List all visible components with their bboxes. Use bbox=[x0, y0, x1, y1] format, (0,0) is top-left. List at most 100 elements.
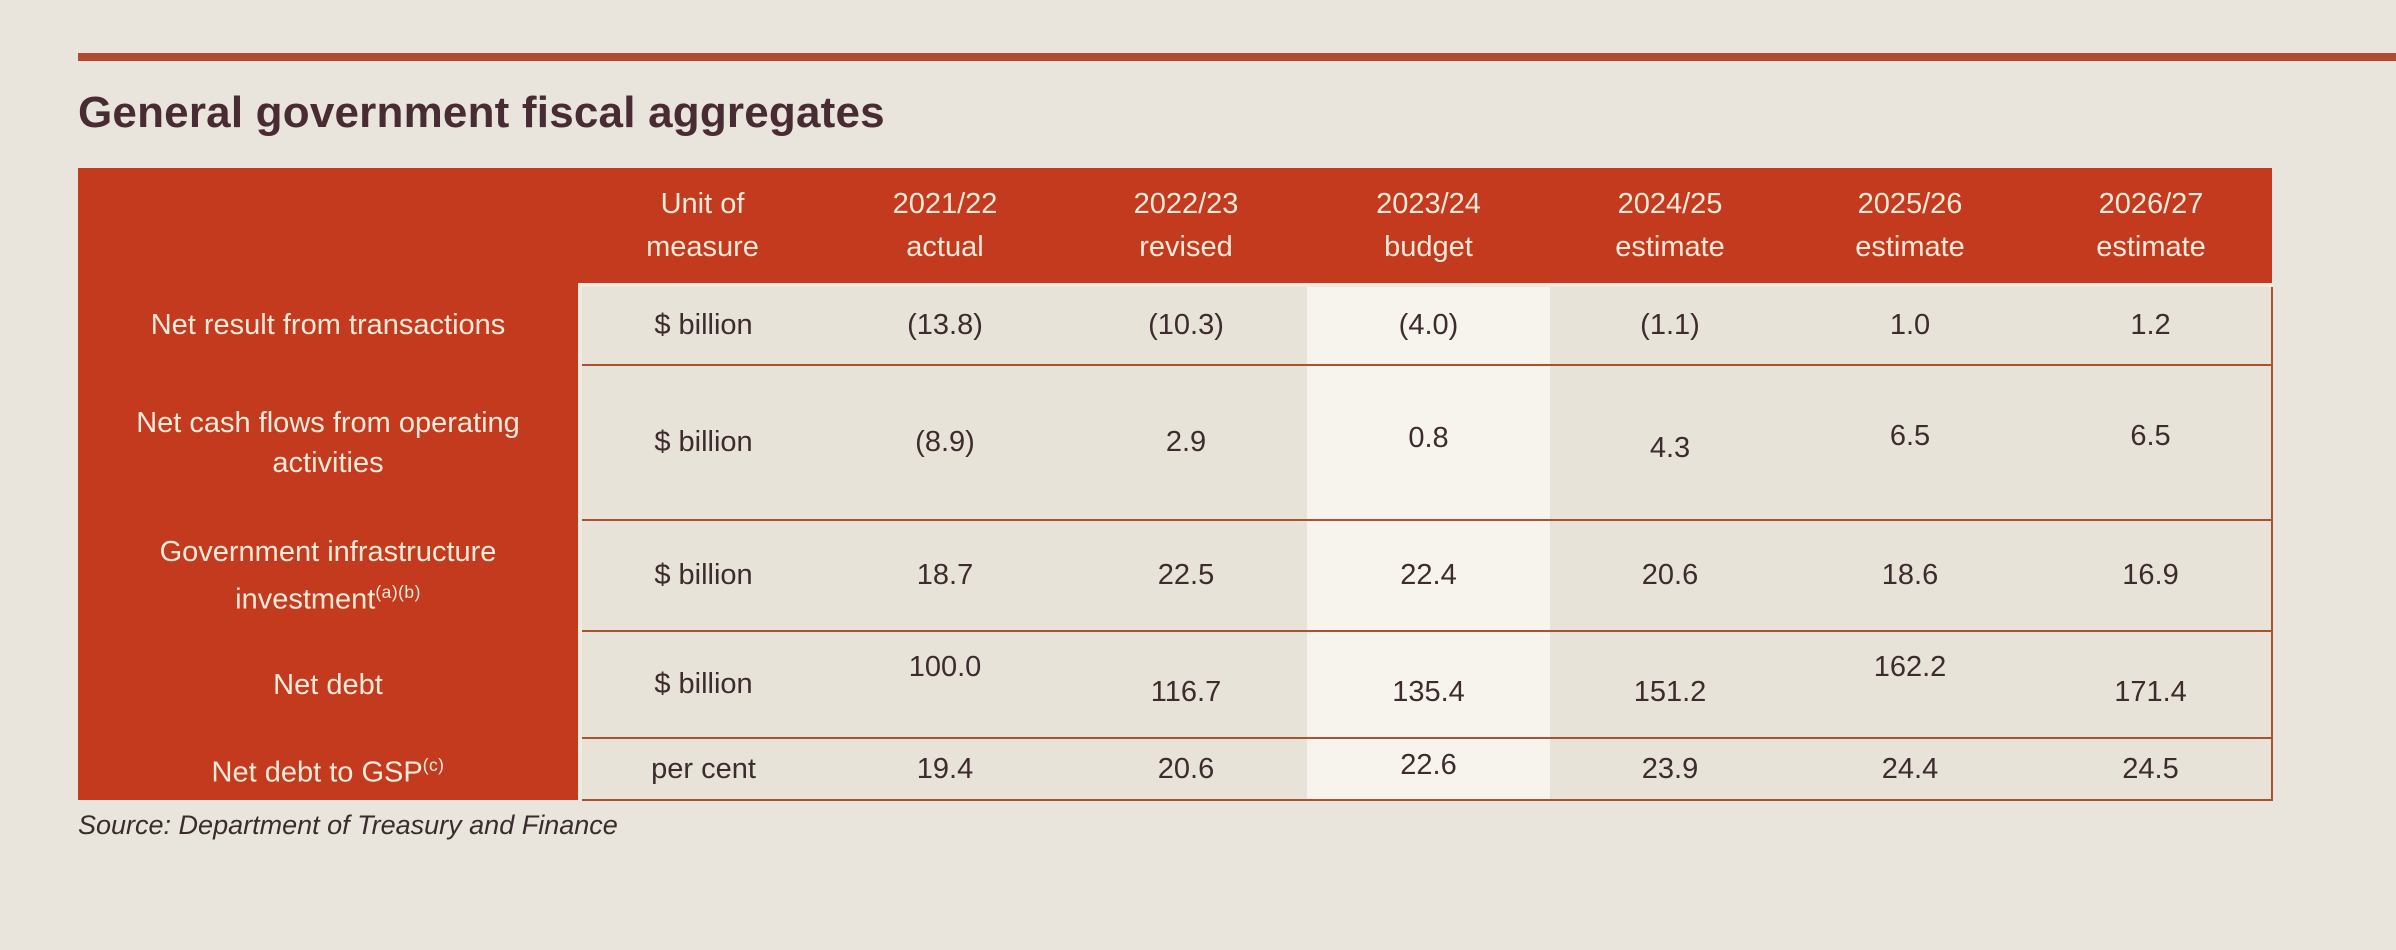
value-cell: 100.0 bbox=[825, 631, 1065, 739]
value-text: 151.2 bbox=[1633, 676, 1707, 708]
value-text: 18.7 bbox=[916, 559, 974, 591]
value-text: 4.3 bbox=[1649, 432, 1691, 464]
value-text: 171.4 bbox=[2114, 676, 2187, 708]
value-cell: 23.9 bbox=[1550, 738, 1790, 801]
table-head-row: Unit of measure 2021/22 actual 2022/23 revise… bbox=[78, 168, 2272, 287]
unit-cell: per cent bbox=[580, 738, 825, 801]
value-text: 1.0 bbox=[1889, 309, 1931, 341]
unit-cell: $ billion bbox=[580, 520, 825, 632]
value-text: 22.6 bbox=[1400, 748, 1457, 781]
value-cell: 20.6 bbox=[1550, 520, 1790, 632]
column-header: 2022/23 revised bbox=[1065, 168, 1307, 287]
value-text: 18.6 bbox=[1881, 559, 1939, 591]
value-cell: 2.9 bbox=[1065, 365, 1307, 521]
value-cell: 135.4 bbox=[1307, 631, 1550, 739]
table-row: Net result from transactions $ billion (13… bbox=[78, 285, 2273, 366]
row-label-text: Net debt to GSP bbox=[211, 756, 423, 789]
footnote-marker: (a)(b) bbox=[375, 581, 421, 602]
value-text: 135.4 bbox=[1392, 676, 1465, 708]
value-cell: 22.4 bbox=[1307, 520, 1550, 632]
table-row: Net debt $ billion 100.0 116.7 135.4 151.2 162… bbox=[78, 631, 2273, 739]
source-note: Source: Department of Treasury and Finan… bbox=[78, 810, 618, 840]
column-header-line1: 2024/25 bbox=[1617, 187, 1723, 220]
value-cell: 22.5 bbox=[1065, 520, 1307, 632]
value-cell: 22.6 bbox=[1307, 738, 1550, 801]
row-label: Net debt bbox=[78, 631, 582, 738]
column-header-line2: revised bbox=[1139, 230, 1233, 263]
table-body: Net result from transactions $ billion (13… bbox=[78, 285, 2273, 801]
table-row: Net debt to GSP(c) per cent 19.4 20.6 22.6 23… bbox=[78, 738, 2273, 801]
column-header-line1: 2025/26 bbox=[1857, 187, 1963, 220]
value-cell: (8.9) bbox=[825, 365, 1065, 521]
row-label-text: Government infrastructure investment bbox=[159, 535, 497, 616]
column-header: 2021/22 actual bbox=[825, 168, 1065, 287]
value-cell: 6.5 bbox=[2030, 365, 2273, 521]
value-text: 22.5 bbox=[1157, 559, 1215, 591]
value-text: 23.9 bbox=[1641, 752, 1699, 785]
value-cell: 20.6 bbox=[1065, 738, 1307, 801]
value-text: 22.4 bbox=[1400, 559, 1457, 591]
value-text: 116.7 bbox=[1150, 676, 1222, 708]
value-cell: 0.8 bbox=[1307, 365, 1550, 521]
value-cell: 1.2 bbox=[2030, 285, 2273, 366]
value-text: 0.8 bbox=[1408, 422, 1449, 454]
row-label: Net result from transactions bbox=[78, 285, 582, 365]
value-text: 1.2 bbox=[2130, 309, 2171, 341]
value-cell: 18.7 bbox=[825, 520, 1065, 632]
fiscal-aggregates-table: Unit of measure 2021/22 actual 2022/23 revise… bbox=[78, 168, 2273, 801]
value-cell: 116.7 bbox=[1065, 631, 1307, 739]
value-cell: 162.2 bbox=[1790, 631, 2030, 739]
column-header: 2025/26 estimate bbox=[1790, 168, 2030, 287]
unit-cell: $ billion bbox=[580, 365, 825, 521]
value-text: (8.9) bbox=[915, 426, 975, 458]
value-text: 20.6 bbox=[1641, 559, 1699, 591]
column-header-line2: estimate bbox=[1615, 230, 1725, 263]
page-title: General government fiscal aggregates bbox=[78, 88, 885, 137]
column-header: 2026/27 estimate bbox=[2030, 168, 2272, 287]
value-cell: 24.4 bbox=[1790, 738, 2030, 801]
column-header-line1: 2026/27 bbox=[2098, 187, 2204, 220]
value-text: 24.4 bbox=[1881, 752, 1939, 785]
value-text: 19.4 bbox=[916, 752, 974, 785]
column-header-line1: Unit of bbox=[660, 187, 745, 220]
unit-cell: $ billion bbox=[580, 631, 825, 739]
column-header-line1: 2021/22 bbox=[892, 187, 998, 220]
value-text: 6.5 bbox=[2130, 420, 2171, 452]
row-label: Net debt to GSP(c) bbox=[78, 738, 582, 800]
value-text: 162.2 bbox=[1873, 651, 1947, 683]
value-cell: (10.3) bbox=[1065, 285, 1307, 366]
unit-cell: $ billion bbox=[580, 285, 825, 366]
column-header-line2: estimate bbox=[2096, 230, 2206, 263]
row-label: Government infrastructure investment(a)(… bbox=[78, 520, 582, 631]
column-header-line2: measure bbox=[646, 230, 759, 263]
row-label-text: Net debt bbox=[273, 668, 383, 701]
column-header-line2: budget bbox=[1384, 230, 1473, 263]
value-text: 100.0 bbox=[908, 651, 982, 683]
row-label: Net cash flows from operating activities bbox=[78, 365, 582, 520]
value-cell: 18.6 bbox=[1790, 520, 2030, 632]
column-header: Unit of measure bbox=[580, 168, 825, 287]
value-text: 16.9 bbox=[2122, 559, 2179, 591]
corner-header bbox=[78, 168, 580, 285]
table-row: Net cash flows from operating activities… bbox=[78, 365, 2273, 521]
value-cell: 19.4 bbox=[825, 738, 1065, 801]
table-row: Government infrastructure investment(a)(… bbox=[78, 520, 2273, 632]
value-text: (13.8) bbox=[907, 309, 983, 341]
value-cell: (4.0) bbox=[1307, 285, 1550, 366]
row-label-text: Net result from transactions bbox=[150, 309, 506, 341]
value-cell: 1.0 bbox=[1790, 285, 2030, 366]
column-header-line1: 2022/23 bbox=[1133, 187, 1239, 220]
value-cell: (13.8) bbox=[825, 285, 1065, 366]
column-header-line1: 2023/24 bbox=[1376, 187, 1481, 220]
column-header-line2: actual bbox=[906, 230, 984, 263]
column-header: 2024/25 estimate bbox=[1550, 168, 1790, 287]
top-rule bbox=[78, 53, 2396, 61]
value-cell: 151.2 bbox=[1550, 631, 1790, 739]
value-text: (1.1) bbox=[1640, 309, 1700, 341]
value-cell: (1.1) bbox=[1550, 285, 1790, 366]
value-text: 6.5 bbox=[1889, 420, 1931, 452]
column-header-line2: estimate bbox=[1855, 230, 1965, 263]
value-text: 2.9 bbox=[1165, 426, 1207, 458]
value-text: 24.5 bbox=[2122, 752, 2179, 785]
footnote-marker: (c) bbox=[422, 755, 445, 776]
